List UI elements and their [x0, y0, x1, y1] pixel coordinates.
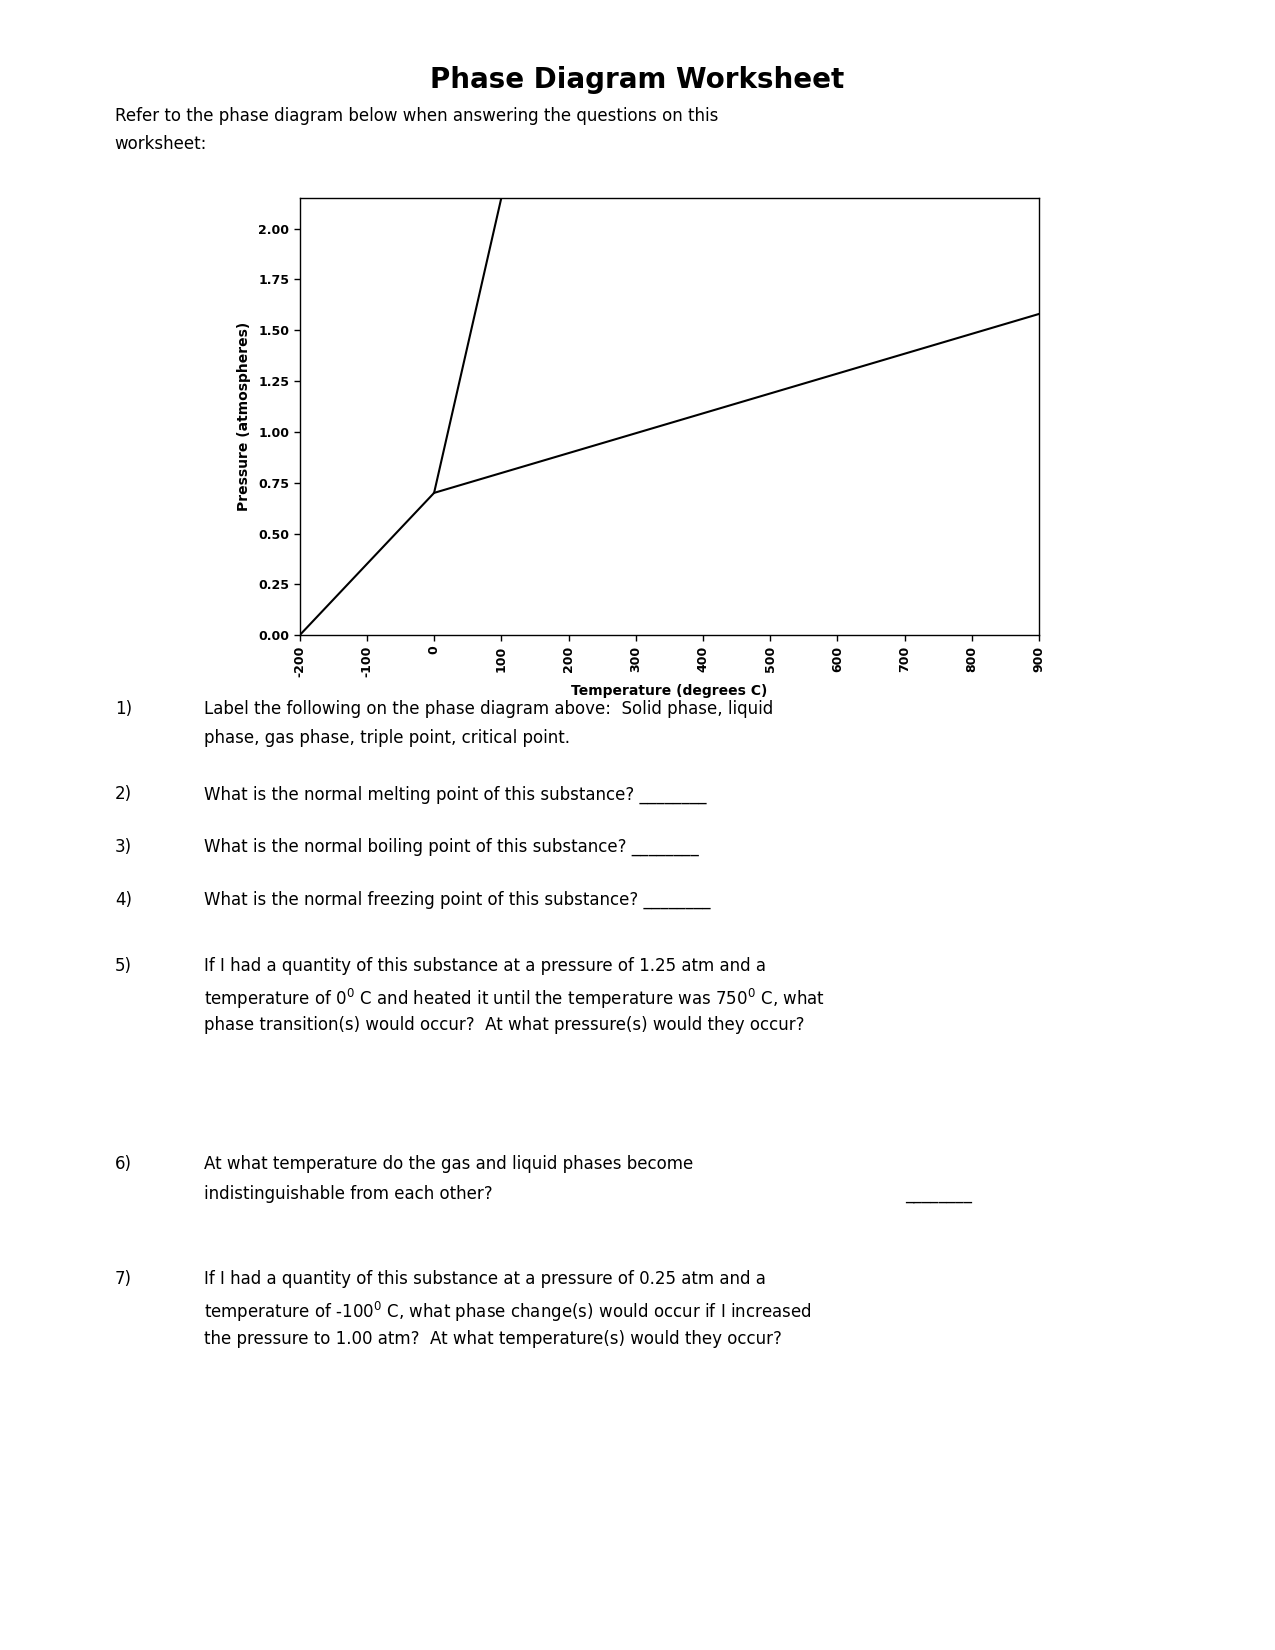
Text: 1): 1): [115, 700, 131, 718]
Text: indistinguishable from each other?: indistinguishable from each other?: [204, 1185, 492, 1203]
Text: 3): 3): [115, 838, 131, 856]
Text: What is the normal boiling point of this substance? ________: What is the normal boiling point of this…: [204, 838, 699, 856]
Text: 6): 6): [115, 1155, 131, 1173]
Text: 5): 5): [115, 957, 131, 975]
Text: What is the normal melting point of this substance? ________: What is the normal melting point of this…: [204, 785, 706, 804]
Text: temperature of -100$^{0}$ C, what phase change(s) would occur if I increased: temperature of -100$^{0}$ C, what phase …: [204, 1300, 812, 1325]
Text: Label the following on the phase diagram above:  Solid phase, liquid: Label the following on the phase diagram…: [204, 700, 773, 718]
Text: 4): 4): [115, 891, 131, 909]
Y-axis label: Pressure (atmospheres): Pressure (atmospheres): [237, 322, 251, 512]
Text: phase transition(s) would occur?  At what pressure(s) would they occur?: phase transition(s) would occur? At what…: [204, 1016, 805, 1035]
Text: What is the normal freezing point of this substance? ________: What is the normal freezing point of thi…: [204, 891, 710, 909]
Text: If I had a quantity of this substance at a pressure of 0.25 atm and a: If I had a quantity of this substance at…: [204, 1270, 766, 1289]
X-axis label: Temperature (degrees C): Temperature (degrees C): [571, 685, 768, 698]
Text: the pressure to 1.00 atm?  At what temperature(s) would they occur?: the pressure to 1.00 atm? At what temper…: [204, 1330, 782, 1348]
Text: If I had a quantity of this substance at a pressure of 1.25 atm and a: If I had a quantity of this substance at…: [204, 957, 766, 975]
Text: temperature of 0$^{0}$ C and heated it until the temperature was 750$^{0}$ C, wh: temperature of 0$^{0}$ C and heated it u…: [204, 987, 825, 1011]
Text: worksheet:: worksheet:: [115, 135, 207, 153]
Text: Refer to the phase diagram below when answering the questions on this: Refer to the phase diagram below when an…: [115, 107, 718, 125]
Text: phase, gas phase, triple point, critical point.: phase, gas phase, triple point, critical…: [204, 729, 570, 747]
Text: Phase Diagram Worksheet: Phase Diagram Worksheet: [431, 66, 844, 94]
Text: At what temperature do the gas and liquid phases become: At what temperature do the gas and liqui…: [204, 1155, 694, 1173]
Text: 2): 2): [115, 785, 131, 804]
Text: 7): 7): [115, 1270, 131, 1289]
Text: ________: ________: [905, 1185, 973, 1203]
